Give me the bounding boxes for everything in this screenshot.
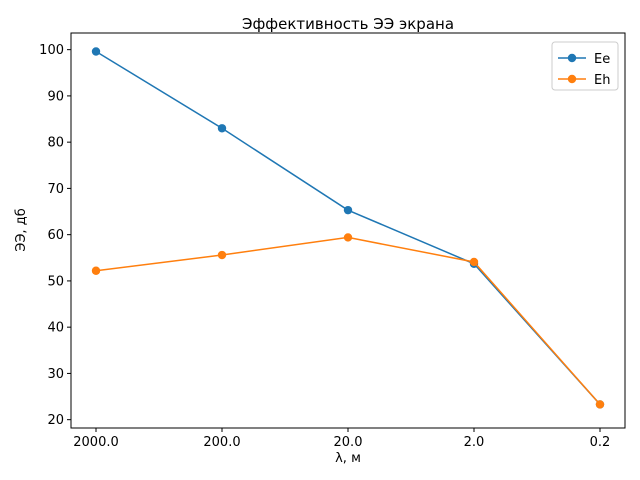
x-tick-label: 2000.0 <box>73 435 119 450</box>
y-tick-label: 70 <box>47 182 64 197</box>
y-tick-label: 40 <box>47 321 64 336</box>
chart-title: Эффективность ЭЭ экрана <box>242 15 454 33</box>
y-tick-label: 90 <box>47 89 64 104</box>
x-tick-label: 200.0 <box>203 435 240 450</box>
y-axis-label: ЭЭ, дб <box>14 208 29 251</box>
x-tick-label: 20.0 <box>334 435 363 450</box>
legend-marker-Ee <box>567 53 577 63</box>
legend-marker-Eh <box>567 74 577 84</box>
x-axis: 2000.0 200.0 20.0 2.0 0.2 <box>73 428 610 450</box>
data-point-Ee <box>91 47 101 56</box>
plot-area <box>70 32 626 429</box>
data-point-Eh <box>343 233 353 242</box>
y-tick-label: 20 <box>47 413 64 428</box>
data-point-Ee <box>343 205 353 215</box>
y-tick-label: 80 <box>47 136 64 151</box>
data-point-Eh <box>91 266 101 275</box>
data-point-Eh <box>217 250 227 260</box>
series-layer <box>91 47 605 409</box>
series-line-Ee <box>95 50 601 405</box>
y-tick-label: 100 <box>39 43 64 58</box>
y-tick-label: 30 <box>47 367 64 382</box>
data-point-Eh <box>595 400 605 409</box>
x-axis-label: λ, м <box>335 451 361 466</box>
y-axis: 20 30 40 50 60 70 80 90 100 <box>39 43 71 428</box>
legend: Ee Eh <box>551 41 619 91</box>
data-point-Ee <box>217 124 227 133</box>
x-tick-label: 0.2 <box>590 435 611 450</box>
y-tick-label: 60 <box>47 228 64 243</box>
x-tick-label: 2.0 <box>464 435 485 450</box>
data-point-Eh <box>469 257 479 267</box>
y-tick-label: 50 <box>47 274 64 289</box>
legend-label-Ee: Ee <box>594 52 610 67</box>
legend-label-Eh: Eh <box>594 73 610 88</box>
